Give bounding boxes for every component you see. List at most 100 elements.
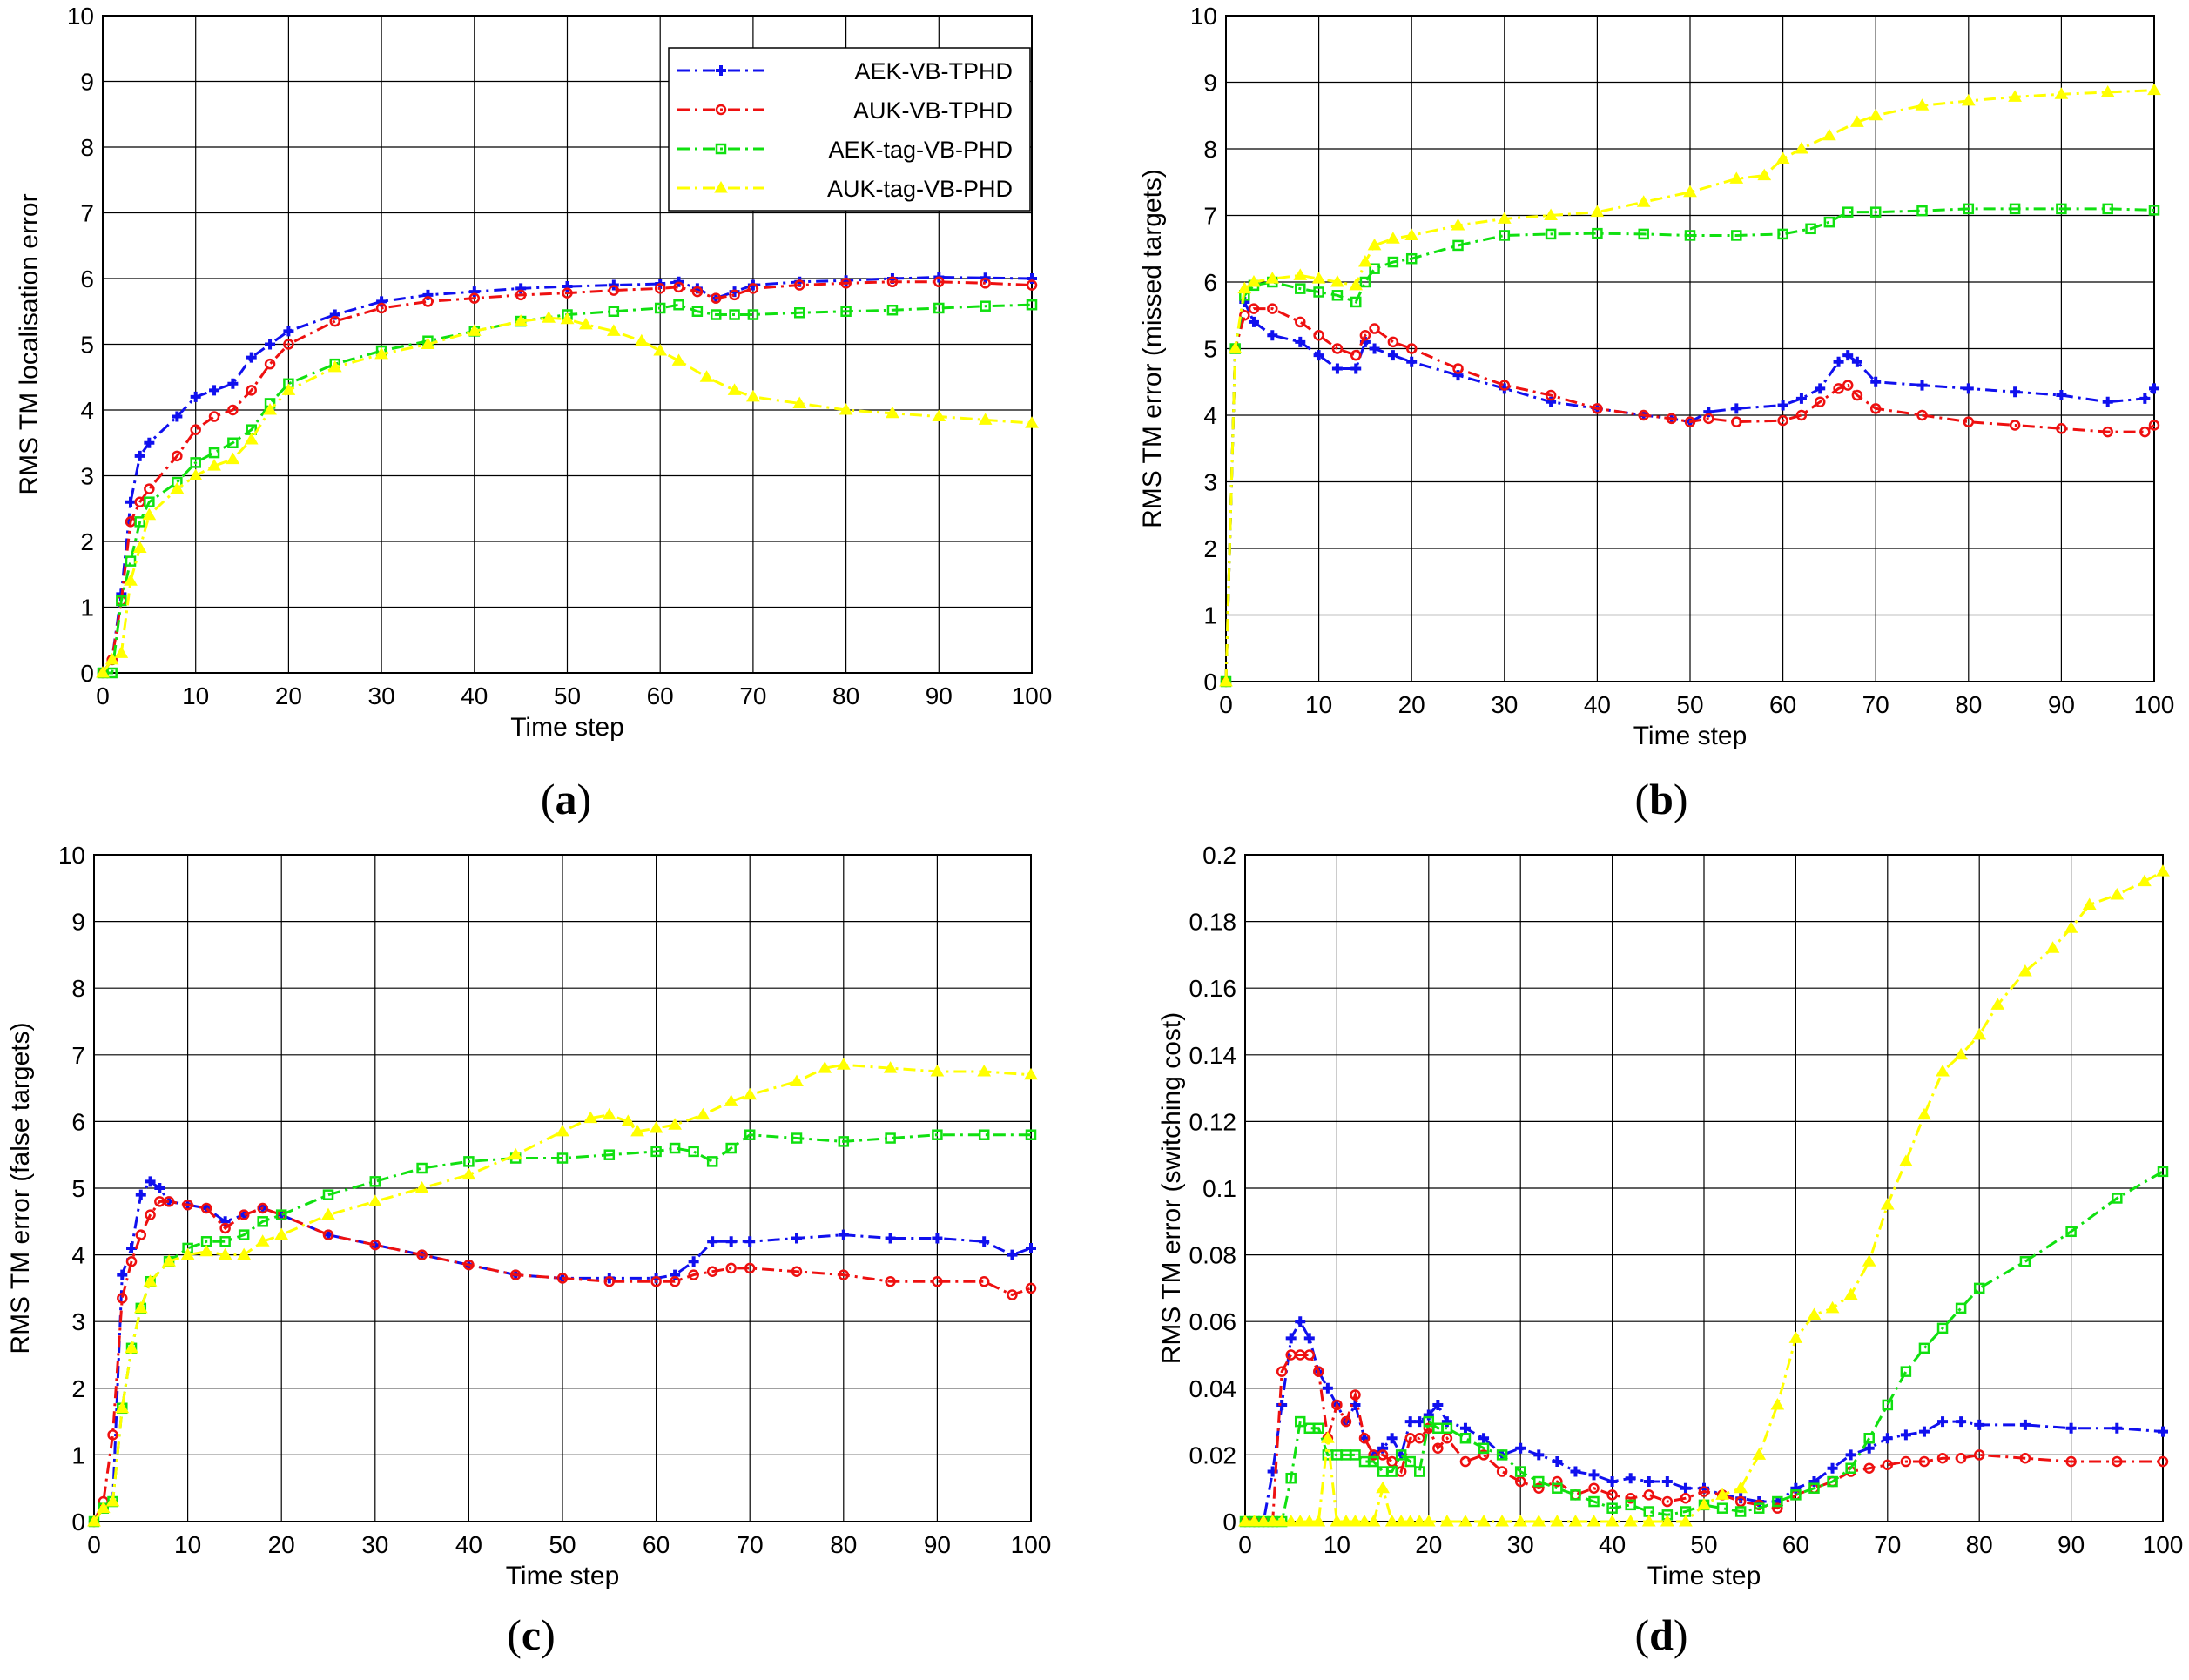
data-point <box>1302 1515 1317 1527</box>
legend-marker <box>715 143 727 155</box>
data-point <box>329 309 340 320</box>
data-point <box>125 1341 138 1354</box>
data-point <box>747 309 759 320</box>
x-tick-label: 90 <box>926 682 953 709</box>
x-tick-label: 40 <box>1599 1531 1626 1558</box>
data-point <box>1414 1433 1425 1444</box>
data-point <box>688 1269 699 1280</box>
data-point <box>1592 227 1603 239</box>
data-point <box>1552 1456 1563 1468</box>
data-point <box>163 1196 175 1207</box>
y-tick-label: 10 <box>1190 3 1217 30</box>
data-point <box>125 496 137 507</box>
y-axis-label: RMS TM error (false targets) <box>6 1022 35 1354</box>
data-point <box>1775 151 1790 164</box>
data-point <box>2064 921 2078 933</box>
data-point <box>1863 1433 1875 1444</box>
data-point <box>375 302 387 314</box>
data-point <box>1514 1475 1526 1488</box>
x-tick-label: 50 <box>1676 691 1703 718</box>
data-point <box>182 1199 193 1211</box>
data-point <box>1570 1489 1581 1501</box>
data-point <box>1973 1282 1985 1294</box>
data-point <box>1293 1515 1308 1527</box>
data-point <box>560 312 575 325</box>
data-point <box>207 459 221 471</box>
data-point <box>218 1247 232 1260</box>
data-point <box>1660 1515 1674 1527</box>
data-point <box>1452 370 1464 381</box>
data-point <box>1432 1399 1444 1410</box>
data-point <box>1716 1502 1728 1514</box>
data-point <box>2158 1426 2168 1437</box>
data-point <box>238 1229 250 1240</box>
data-point <box>1808 1482 1820 1494</box>
data-point <box>1404 228 1419 240</box>
series-line <box>101 275 1033 674</box>
data-point <box>1340 1415 1352 1428</box>
data-point <box>838 1269 850 1280</box>
data-point <box>1405 343 1418 354</box>
data-point <box>1026 1242 1036 1253</box>
data-point <box>416 1249 428 1260</box>
data-point <box>1842 380 1854 391</box>
data-point <box>729 289 740 301</box>
data-point <box>1731 230 1742 241</box>
series-line <box>101 316 1033 674</box>
y-tick-label: 8 <box>71 975 85 1002</box>
data-point <box>885 1233 896 1244</box>
data-point <box>1330 275 1344 287</box>
data-point <box>1394 1515 1409 1527</box>
y-tick-label: 2 <box>80 528 94 555</box>
data-point <box>1007 1289 1018 1300</box>
data-point <box>515 289 527 301</box>
data-point <box>1790 1489 1802 1501</box>
data-point <box>1715 1488 1729 1500</box>
data-point <box>1294 1415 1306 1428</box>
y-tick-label: 3 <box>71 1308 85 1335</box>
y-tick-label: 0.06 <box>1189 1308 1237 1335</box>
data-point <box>1731 403 1742 414</box>
data-point <box>932 1275 943 1287</box>
data-point <box>219 1216 231 1227</box>
data-point <box>422 289 434 300</box>
data-point <box>1683 185 1697 198</box>
data-point <box>1441 1416 1452 1428</box>
data-point <box>416 1162 428 1174</box>
data-point <box>790 1074 804 1086</box>
data-point <box>2018 964 2032 977</box>
data-point <box>1825 1300 1840 1314</box>
data-point <box>1833 356 1844 367</box>
data-point <box>885 1275 896 1287</box>
x-tick-label: 30 <box>1507 1531 1534 1558</box>
data-point <box>1955 1302 1967 1314</box>
data-point <box>1459 1433 1472 1444</box>
data-point <box>2148 420 2160 431</box>
data-point <box>562 287 573 299</box>
data-point <box>1313 1366 1324 1377</box>
paren-close: ) <box>541 1610 556 1659</box>
y-tick-label: 9 <box>1203 70 1217 97</box>
data-point <box>145 1209 156 1220</box>
data-point <box>1366 1515 1381 1527</box>
data-point <box>1295 336 1306 347</box>
data-point <box>1247 275 1261 287</box>
data-point <box>792 396 807 408</box>
data-point <box>238 1209 250 1220</box>
data-point <box>1458 1515 1472 1527</box>
data-point <box>1026 279 1038 291</box>
y-tick-label: 0 <box>1222 1509 1236 1536</box>
data-point <box>162 1254 176 1267</box>
data-point <box>1423 1415 1435 1428</box>
data-point <box>374 346 388 360</box>
y-tick-label: 0.08 <box>1189 1242 1237 1269</box>
data-point <box>1570 1466 1581 1477</box>
plot-frame <box>1244 854 2164 1522</box>
data-point <box>1703 413 1714 425</box>
data-point <box>1414 1416 1425 1428</box>
data-point <box>1441 1433 1453 1444</box>
x-tick-label: 80 <box>832 682 859 709</box>
data-point <box>2054 87 2069 99</box>
data-point <box>1972 1027 1987 1040</box>
